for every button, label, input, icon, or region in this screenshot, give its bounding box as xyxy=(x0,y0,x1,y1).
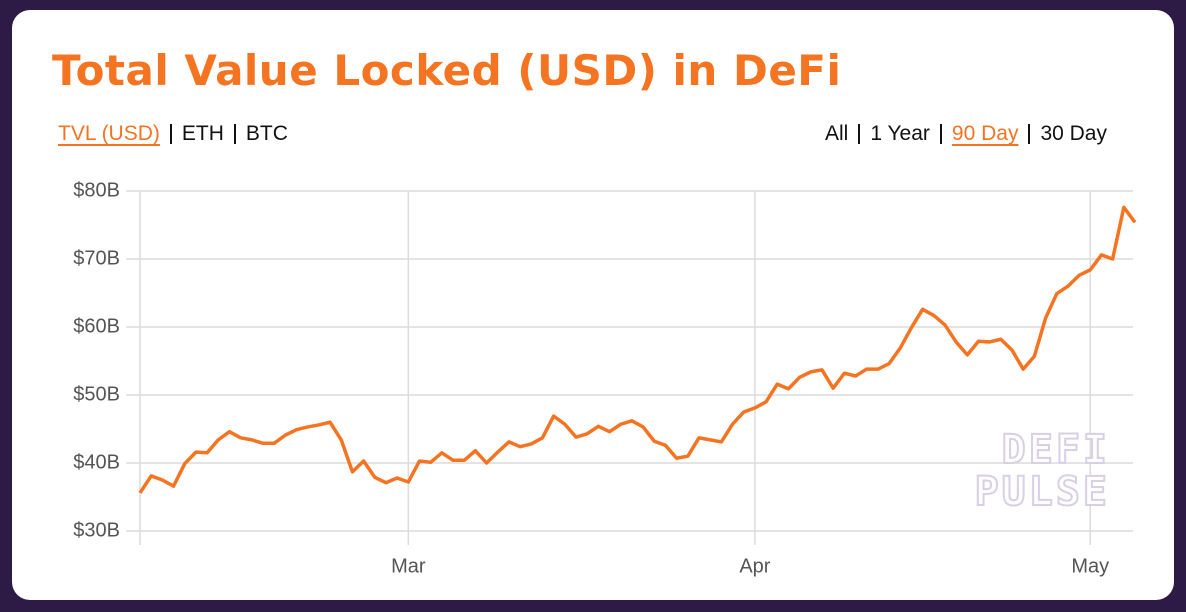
range-switch: All 1 Year 90 Day 30 Day xyxy=(824,122,1107,145)
option[interactable]: TVL (USD) xyxy=(58,122,160,145)
x-tick-label: Apr xyxy=(739,555,770,577)
option[interactable]: BTC xyxy=(233,123,288,144)
watermark: DEFI xyxy=(1002,427,1110,473)
chart-title: Total Value Locked (USD) in DeFi xyxy=(52,46,842,95)
option[interactable]: 30 Day xyxy=(1028,123,1107,144)
option[interactable]: 90 Day xyxy=(939,123,1029,144)
option[interactable]: 1 Year xyxy=(858,123,940,144)
option[interactable]: All xyxy=(824,122,849,145)
y-tick-label: $40B xyxy=(73,451,120,473)
metric-switch: TVL (USD) ETH BTC xyxy=(58,122,288,145)
y-tick-label: $60B xyxy=(73,315,120,337)
y-tick-label: $80B xyxy=(73,179,120,201)
line xyxy=(138,205,1137,494)
y-tick-label: $50B xyxy=(73,383,120,405)
y-tick-label: $30B xyxy=(73,519,120,541)
x-tick-label: Mar xyxy=(391,555,426,577)
x-tick-label: May xyxy=(1071,555,1109,577)
watermark: PULSE xyxy=(975,469,1110,515)
y-tick-label: $70B xyxy=(73,247,120,269)
option[interactable]: ETH xyxy=(169,123,234,144)
card: Total Value Locked (USD) in DeFi TVL (US… xyxy=(12,10,1174,600)
